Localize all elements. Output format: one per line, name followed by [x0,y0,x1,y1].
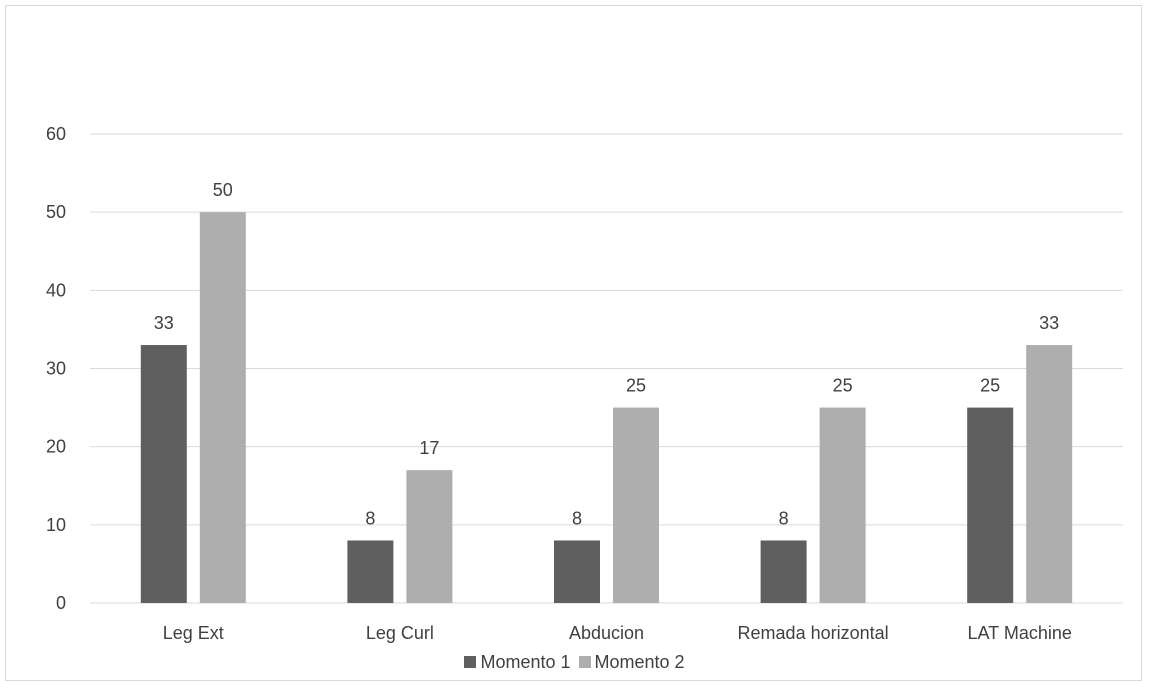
y-tick-label: 30 [46,359,66,379]
x-tick-label: Remada horizontal [738,623,889,643]
data-label: 33 [154,313,174,333]
data-label: 8 [365,508,375,528]
y-axis-tick-labels: 0 10 20 30 40 50 60 [46,124,66,613]
bar [760,540,807,603]
y-tick-label: 20 [46,437,66,457]
y-tick-label: 0 [56,593,66,613]
data-label: 8 [779,508,789,528]
bar [199,212,246,603]
x-tick-label: LAT Machine [968,623,1072,643]
legend-swatch-series-1 [464,656,477,668]
bars [140,212,1073,603]
bar [554,540,600,603]
data-label: 50 [213,180,233,200]
data-label: 25 [833,376,853,396]
x-tick-label: Leg Ext [163,623,224,643]
data-labels: 33 50 8 17 8 25 8 25 25 33 [154,180,1059,528]
bar [613,407,659,603]
y-tick-label: 60 [46,124,66,144]
bar [140,345,187,603]
y-tick-label: 40 [46,280,66,300]
bar [406,470,453,603]
data-label: 8 [572,508,582,528]
data-label: 17 [419,438,439,458]
legend-item-series-2: Momento 2 [578,651,685,673]
y-tick-label: 50 [46,202,66,222]
gridlines [90,133,1123,604]
bar [1026,345,1073,603]
data-label: 25 [626,376,646,396]
x-tick-label: Abducion [569,623,644,643]
bar [347,540,394,603]
y-tick-label: 10 [46,515,66,535]
x-tick-label: Leg Curl [366,623,434,643]
legend-swatch-series-2 [578,656,591,668]
legend-label-series-2: Momento 2 [594,651,685,672]
legend-label-series-1: Momento 1 [480,651,571,672]
legend-item-series-1: Momento 1 [464,651,571,673]
data-label: 33 [1039,313,1059,333]
legend: Momento 1 Momento 2 [0,650,1149,674]
data-label: 25 [980,376,1000,396]
bar [967,407,1014,603]
bar [819,407,866,603]
x-axis-tick-labels: Leg Ext Leg Curl Abducion Remada horizontal… [163,623,1072,643]
